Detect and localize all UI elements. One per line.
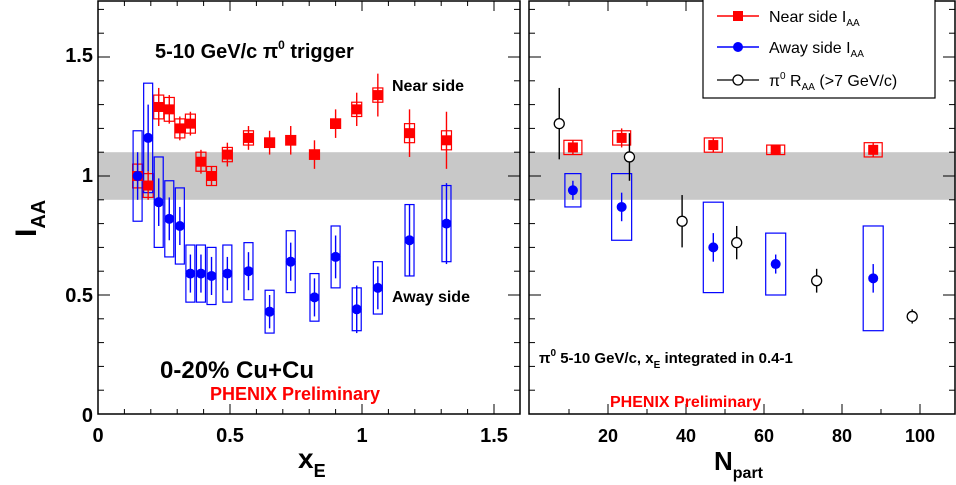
y-tick-label: 0: [82, 405, 93, 427]
data-point-away-side: [309, 292, 320, 303]
data-point-near-side: [616, 132, 627, 143]
data-point-away-side: [132, 171, 143, 181]
data-point-near-side: [206, 171, 217, 181]
y-axis-label: IAA: [10, 200, 50, 237]
data-point-away-side: [330, 251, 341, 262]
right-annotation: π0 5-10 GeV/c, xE integrated in 0.4-1: [539, 348, 793, 371]
y-tick-label: 0.5: [65, 285, 93, 307]
right-gray-band: [529, 152, 955, 200]
data-point-near-side: [185, 118, 196, 129]
data-point-away-side: [285, 256, 296, 267]
data-point-near-side: [222, 149, 233, 160]
legend-marker-near: [733, 11, 743, 21]
x-tick-label: 1.5: [480, 425, 508, 447]
x-tick-label: 80: [832, 426, 852, 446]
data-point-near-side: [309, 149, 320, 160]
left-markers: [132, 90, 452, 317]
data-point-near-side: [404, 128, 415, 139]
systematic-box: [702, 201, 724, 294]
data-point-away-side: [222, 268, 233, 279]
data-point-near-side: [153, 101, 164, 112]
right-x-axis-label: Npart: [714, 446, 764, 482]
data-point-away-side: [206, 270, 217, 281]
systematic-box: [862, 225, 884, 332]
data-point-raa: [623, 151, 636, 163]
data-point-away-side: [616, 201, 627, 212]
systematic-box: [564, 173, 582, 208]
y-tick-label: 1.5: [65, 45, 93, 67]
x-tick-label: 40: [676, 426, 696, 446]
data-point-away-side: [195, 268, 206, 279]
system-label: 0-20% Cu+Cu: [160, 357, 314, 384]
data-point-near-side: [351, 104, 362, 115]
data-point-near-side: [143, 180, 154, 191]
data-point-near-side: [243, 132, 254, 143]
systematic-box: [765, 232, 787, 296]
data-point-near-side: [264, 137, 275, 148]
data-point-near-side: [195, 156, 206, 167]
x-tick-label: 20: [598, 426, 618, 446]
data-point-away-side: [143, 132, 154, 143]
left-x-axis-label: xE: [298, 443, 326, 481]
data-point-raa: [676, 215, 688, 227]
data-point-away-side: [264, 306, 275, 317]
data-point-near-side: [567, 142, 578, 153]
data-point-away-side: [567, 185, 578, 196]
data-point-away-side: [372, 282, 383, 293]
data-point-near-side: [708, 140, 719, 151]
x-tick-label: 0.5: [216, 425, 244, 447]
x-tick-label: 0: [92, 425, 103, 447]
systematic-box: [611, 173, 633, 241]
legend-label-near: Near side IAA: [769, 9, 860, 29]
data-point-away-side: [708, 242, 719, 253]
data-point-near-side: [164, 104, 175, 115]
data-point-away-side: [153, 197, 164, 208]
right-preliminary-label: PHENIX Preliminary: [610, 394, 761, 411]
legend-marker-away: [733, 42, 743, 52]
x-tick-label: 100: [905, 426, 935, 446]
legend-marker-raa: [732, 74, 744, 86]
data-point-raa: [731, 236, 743, 249]
data-point-away-side: [164, 213, 175, 224]
data-point-raa: [553, 117, 565, 130]
normalization-bands: [98, 152, 955, 200]
data-point-away-side: [174, 220, 185, 231]
right-axis-ticks: [529, 1, 955, 415]
x-tick-label: 60: [754, 426, 774, 446]
data-point-near-side: [330, 118, 341, 129]
data-point-away-side: [185, 268, 196, 279]
left-title: 5-10 GeV/c π0 trigger: [155, 38, 354, 63]
away-side-label: Away side: [392, 289, 470, 306]
legend: Near side IAA Away side IAA π0 RAA (>7 G…: [702, 0, 936, 99]
data-point-away-side: [351, 304, 362, 315]
data-point-near-side: [868, 144, 879, 155]
data-point-away-side: [441, 218, 452, 229]
left-plot-frame: [97, 0, 521, 415]
data-point-raa: [906, 310, 918, 323]
data-point-away-side: [770, 259, 781, 270]
data-point-near-side: [285, 135, 296, 146]
data-point-away-side: [243, 266, 254, 277]
data-point-near-side: [372, 90, 383, 101]
legend-label-away: Away side IAA: [769, 40, 864, 60]
legend-label-raa: π0 RAA (>7 GeV/c): [769, 71, 897, 93]
data-point-away-side: [868, 273, 879, 284]
near-side-label: Near side: [392, 78, 464, 95]
data-point-away-side: [404, 235, 415, 246]
y-tick-label: 1: [82, 165, 93, 187]
data-point-near-side: [174, 123, 185, 134]
left-preliminary-label: PHENIX Preliminary: [210, 384, 380, 404]
data-point-near-side: [770, 144, 781, 155]
x-tick-label: 1: [356, 425, 367, 447]
right-panel: π0 5-10 GeV/c, xE integrated in 0.4-1 PH…: [528, 0, 956, 482]
data-point-raa: [811, 275, 823, 287]
left-gray-band: [98, 152, 520, 200]
data-point-near-side: [441, 135, 452, 146]
left-panel: 5-10 GeV/c π0 trigger Near side Away sid…: [10, 0, 521, 481]
right-markers: [553, 117, 918, 323]
